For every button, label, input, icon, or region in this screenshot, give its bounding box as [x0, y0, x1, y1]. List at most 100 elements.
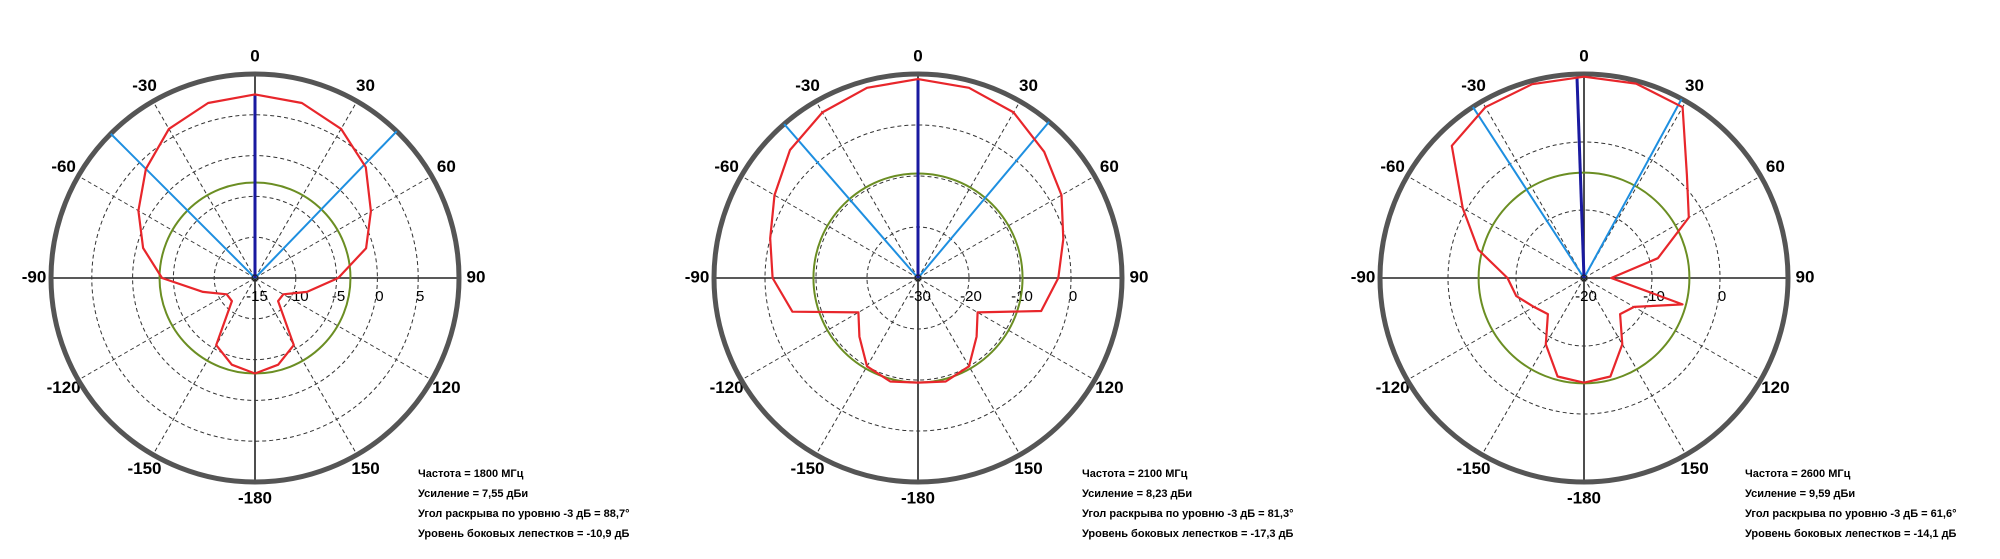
grid-line: [1583, 175, 1761, 279]
angle-label: 0: [1579, 46, 1588, 65]
grid-line: [152, 101, 256, 279]
beam-edge: [917, 121, 1050, 279]
angle-label: 90: [1796, 267, 1815, 286]
r-tick-label: 0: [375, 288, 383, 305]
outer-ring: [48, 71, 462, 485]
r-tick-label: -10: [1011, 288, 1033, 305]
angle-label: -60: [714, 157, 739, 176]
angle-label: -60: [51, 157, 76, 176]
angle-label: 30: [1019, 76, 1038, 95]
beam-edge: [1583, 98, 1683, 279]
grid-line: [1407, 175, 1585, 279]
reference-circle: [1477, 171, 1691, 385]
angle-label: 120: [1095, 378, 1123, 397]
outer-ring: [1377, 71, 1791, 485]
annotation: Усиление = 9,59 дБи: [1745, 488, 1855, 500]
grid-line: [1481, 101, 1585, 279]
beam-edge: [1472, 106, 1585, 279]
beam-edge: [110, 133, 256, 279]
grid-ring: [91, 114, 419, 442]
center-dot: [914, 274, 922, 282]
angle-label: -150: [790, 459, 824, 478]
grid-line: [254, 101, 358, 279]
annotation: Уровень боковых лепестков = -10,9 дБ: [418, 528, 630, 540]
angle-label: 60: [1766, 157, 1785, 176]
angle-label: 30: [356, 76, 375, 95]
grid-line: [78, 277, 256, 381]
angle-label: 60: [437, 157, 456, 176]
grid-ring: [1515, 209, 1653, 347]
angle-label: -150: [1456, 459, 1490, 478]
angle-label: -180: [1567, 488, 1601, 507]
annotation: Усиление = 7,55 дБи: [418, 488, 528, 500]
pattern-line: [1450, 75, 1690, 384]
r-tick-label: 0: [1718, 288, 1726, 305]
r-tick-label: -30: [909, 288, 931, 305]
main-direction: [1575, 76, 1586, 279]
angle-label: 150: [1680, 459, 1708, 478]
angle-label: 120: [1761, 378, 1789, 397]
pattern-line: [137, 93, 372, 375]
angle-label: -180: [901, 488, 935, 507]
center-dot: [251, 274, 259, 282]
grid-ring: [764, 124, 1072, 432]
beam-edge: [254, 130, 398, 279]
grid-ring: [1447, 141, 1721, 415]
angle-label: 0: [913, 46, 922, 65]
grid-line: [917, 277, 1095, 381]
r-tick-label: -5: [332, 288, 345, 305]
annotation: Угол раскрыва по уровню -3 дБ = 81,3°: [1082, 508, 1293, 520]
angle-label: 30: [1685, 76, 1704, 95]
grid-line: [78, 175, 256, 279]
grid-line: [254, 175, 432, 279]
grid-line: [152, 277, 256, 455]
grid-line: [815, 101, 919, 279]
r-tick-label: -15: [246, 288, 268, 305]
outer-ring: [711, 71, 1125, 485]
pattern-line: [769, 78, 1065, 384]
grid-line: [1583, 101, 1687, 279]
angle-label: -90: [22, 267, 47, 286]
angle-label: -120: [1376, 378, 1410, 397]
annotation: Уровень боковых лепестков = -14,1 дБ: [1745, 528, 1957, 540]
grid-line: [917, 175, 1095, 279]
angle-label: 150: [1014, 459, 1042, 478]
angle-label: -30: [795, 76, 820, 95]
angle-label: -90: [685, 267, 710, 286]
r-tick-label: -20: [1575, 288, 1597, 305]
r-tick-label: 5: [416, 288, 424, 305]
angle-label: -30: [132, 76, 157, 95]
angle-label: 120: [432, 378, 460, 397]
grid-line: [1407, 277, 1585, 381]
annotation: Частота = 2600 МГц: [1745, 468, 1851, 480]
angle-label: 90: [467, 267, 486, 286]
r-tick-label: -10: [287, 288, 309, 305]
grid-line: [1583, 277, 1761, 381]
r-tick-label: -20: [960, 288, 982, 305]
annotation: Усиление = 8,23 дБи: [1082, 488, 1192, 500]
grid-line: [1583, 277, 1687, 455]
angle-label: -90: [1351, 267, 1376, 286]
annotation: Угол раскрыва по уровню -3 дБ = 88,7°: [418, 508, 629, 520]
annotation: Угол раскрыва по уровню -3 дБ = 61,6°: [1745, 508, 1956, 520]
angle-label: 60: [1100, 157, 1119, 176]
angle-label: -60: [1380, 157, 1405, 176]
annotation: Уровень боковых лепестков = -17,3 дБ: [1082, 528, 1294, 540]
angle-label: 0: [250, 46, 259, 65]
angle-label: -30: [1461, 76, 1486, 95]
angle-label: -180: [238, 488, 272, 507]
annotation: Частота = 2100 МГц: [1082, 468, 1188, 480]
angle-label: -120: [47, 378, 81, 397]
grid-line: [1481, 277, 1585, 455]
angle-label: 90: [1130, 267, 1149, 286]
beam-edge: [783, 123, 919, 279]
r-tick-label: 0: [1069, 288, 1077, 305]
angle-label: -120: [710, 378, 744, 397]
center-dot: [1580, 274, 1588, 282]
grid-line: [254, 277, 432, 381]
angle-label: -150: [127, 459, 161, 478]
angle-label: 150: [351, 459, 379, 478]
annotation: Частота = 1800 МГц: [418, 468, 524, 480]
grid-line: [254, 277, 358, 455]
